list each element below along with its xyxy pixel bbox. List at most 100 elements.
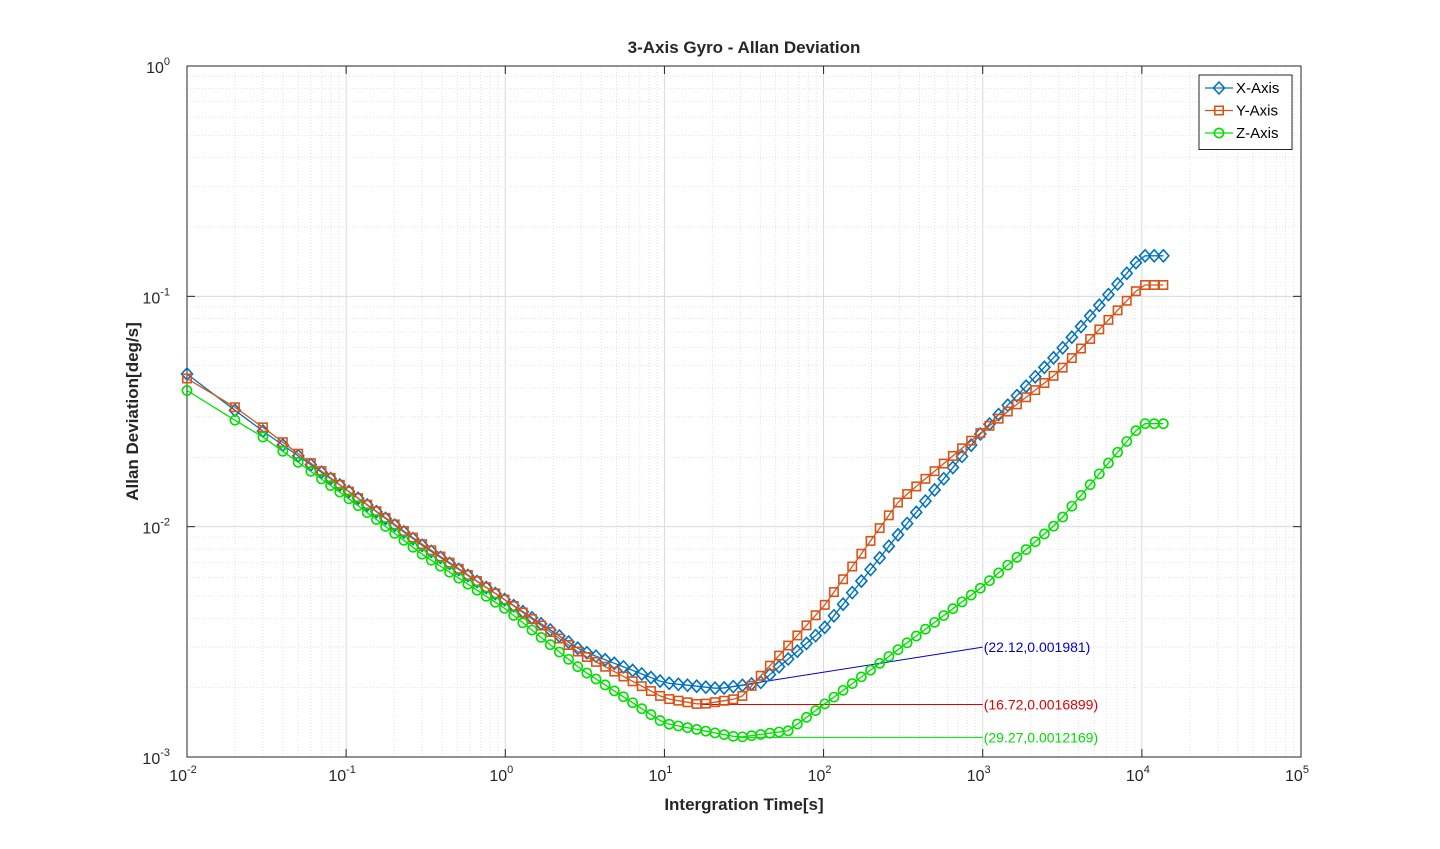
data-point xyxy=(1066,500,1078,512)
data-point xyxy=(920,473,931,484)
data-point xyxy=(993,413,1004,424)
series-line xyxy=(186,255,1164,689)
legend-marker xyxy=(1212,80,1226,96)
data-point xyxy=(526,614,537,625)
data-point xyxy=(1029,536,1041,548)
data-point xyxy=(902,489,913,500)
data-point xyxy=(380,521,391,532)
data-point xyxy=(1048,370,1059,381)
data-point xyxy=(545,627,556,638)
data-point xyxy=(801,711,812,723)
data-point xyxy=(865,535,876,546)
data-point xyxy=(644,670,658,685)
data-point xyxy=(993,567,1005,579)
data-point xyxy=(361,507,373,519)
tick-label: 103 xyxy=(967,764,991,785)
data-point xyxy=(837,684,849,696)
data-point xyxy=(654,715,666,726)
data-point xyxy=(635,666,649,682)
tick-label: 104 xyxy=(1126,764,1150,785)
data-point xyxy=(892,497,903,508)
data-point xyxy=(563,653,574,665)
data-point xyxy=(708,680,722,696)
data-point xyxy=(809,628,823,643)
tick-label: 10-1 xyxy=(142,286,170,307)
tick-label: 10-2 xyxy=(142,517,170,538)
data-point xyxy=(416,548,428,560)
data-point xyxy=(955,449,969,464)
data-point xyxy=(1019,379,1033,394)
data-point xyxy=(1130,286,1141,297)
data-point xyxy=(1093,468,1105,480)
data-point xyxy=(389,527,401,539)
data-point xyxy=(526,624,538,636)
data-point xyxy=(909,505,923,520)
data-point xyxy=(865,664,876,676)
data-point xyxy=(453,572,465,584)
legend-marker xyxy=(1213,127,1225,139)
data-point xyxy=(946,460,960,475)
annotation-label: (29.27,0.0012169) xyxy=(984,729,1098,745)
data-point xyxy=(782,725,794,737)
data-point xyxy=(1101,287,1116,302)
data-point xyxy=(1048,520,1059,532)
data-point xyxy=(607,656,621,671)
data-point xyxy=(180,366,194,382)
data-point xyxy=(882,539,896,554)
data-point xyxy=(966,435,977,446)
data-point xyxy=(1021,392,1032,403)
data-point xyxy=(799,636,814,651)
annotation-leader xyxy=(719,646,983,690)
series xyxy=(180,248,1170,743)
data-point xyxy=(828,587,839,598)
data-point xyxy=(947,603,959,615)
data-point xyxy=(1158,279,1169,290)
data-point xyxy=(911,481,922,492)
data-point xyxy=(874,657,886,669)
data-point xyxy=(277,445,289,457)
data-point xyxy=(1037,360,1051,375)
data-point xyxy=(1121,436,1133,447)
tick-label: 101 xyxy=(648,764,672,785)
data-point xyxy=(801,620,812,631)
data-point xyxy=(874,523,885,534)
data-point xyxy=(863,562,878,577)
tick-label: 105 xyxy=(1285,764,1309,785)
tick-label: 100 xyxy=(489,764,513,785)
data-point xyxy=(1138,248,1152,263)
y-axis-label: Allan Deviation[deg/s] xyxy=(123,322,142,501)
data-point xyxy=(856,548,867,559)
data-point xyxy=(891,527,905,542)
tick-label: 10-3 xyxy=(142,747,170,768)
series-x-axis xyxy=(180,248,1170,696)
grid xyxy=(187,66,1301,757)
data-point xyxy=(1083,308,1097,324)
data-point xyxy=(984,420,995,431)
data-point xyxy=(316,473,327,485)
data-point xyxy=(1130,425,1142,437)
data-point xyxy=(316,466,327,477)
data-point xyxy=(763,667,777,682)
data-point xyxy=(699,680,713,695)
data-point xyxy=(790,644,804,659)
data-point xyxy=(572,661,584,673)
data-point xyxy=(984,575,995,587)
data-point xyxy=(910,630,922,642)
data-point xyxy=(535,631,547,643)
data-point xyxy=(836,597,850,612)
data-point xyxy=(854,573,868,589)
data-point xyxy=(746,680,757,691)
data-point xyxy=(1030,385,1041,396)
data-point xyxy=(791,718,803,730)
data-point xyxy=(928,482,942,498)
series-y-axis xyxy=(182,279,1169,709)
legend: X-Axis Y-Axis Z-Axis xyxy=(1198,74,1293,150)
data-point xyxy=(1112,446,1124,458)
series-line xyxy=(186,389,1164,738)
data-point xyxy=(1112,305,1123,316)
data-point xyxy=(1038,528,1050,540)
data-point xyxy=(229,402,240,413)
data-point xyxy=(1094,324,1105,335)
data-point xyxy=(1020,544,1032,555)
